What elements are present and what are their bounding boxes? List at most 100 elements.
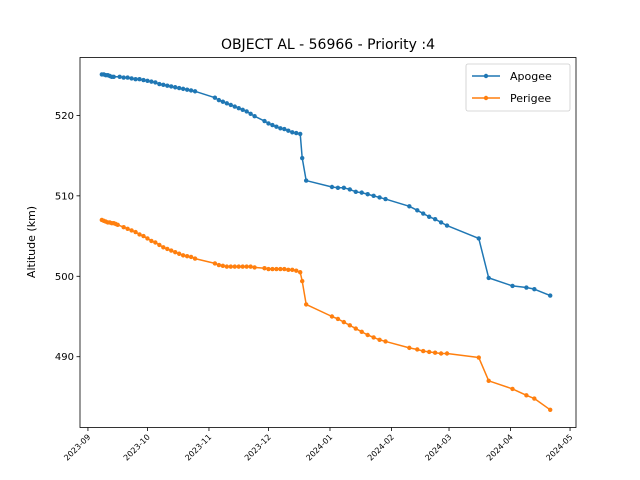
perigee-point — [184, 253, 190, 259]
apogee-point — [329, 184, 335, 190]
apogee-point — [476, 236, 481, 241]
apogee-point — [548, 293, 553, 298]
apogee-point — [244, 109, 249, 114]
perigee-point — [240, 264, 245, 269]
series-perigee — [99, 217, 553, 412]
apogee-point — [347, 187, 353, 192]
legend-marker-perigee — [483, 95, 489, 101]
apogee-point — [228, 102, 233, 108]
apogee-point — [407, 204, 412, 209]
apogee-point — [236, 105, 241, 111]
apogee-point — [303, 178, 309, 183]
perigee-point — [359, 329, 364, 334]
legend-label-perigee: Perigee — [510, 92, 551, 105]
apogee-point — [426, 214, 432, 219]
perigee-point — [426, 349, 432, 355]
perigee-point — [266, 266, 271, 272]
apogee-point — [353, 189, 358, 195]
apogee-point — [240, 107, 245, 112]
perigee-point — [177, 251, 182, 256]
apogee-point — [141, 77, 146, 83]
apogee-point — [149, 79, 154, 84]
apogee-point — [145, 78, 150, 84]
apogee-point — [510, 283, 515, 289]
apogee-point — [177, 85, 182, 91]
y-tick-label: 520 — [55, 111, 74, 122]
apogee-point — [286, 128, 291, 133]
perigee-point — [286, 267, 291, 273]
perigee-point — [335, 316, 341, 322]
plot-frame — [79, 57, 577, 428]
perigee-point — [329, 314, 335, 319]
legend: Apogee Perigee — [465, 63, 571, 112]
apogee-point — [192, 89, 198, 94]
apogee-point — [224, 101, 230, 106]
perigee-point — [125, 226, 130, 232]
apogee-point — [157, 81, 162, 87]
apogee-point — [270, 122, 275, 128]
perigee-point — [248, 264, 253, 269]
perigee-point — [149, 238, 154, 244]
perigee-point — [129, 228, 134, 233]
perigee-point — [115, 222, 120, 227]
perigee-point — [548, 407, 553, 412]
perigee-point — [407, 345, 412, 351]
apogee-point — [266, 121, 271, 126]
apogee-point — [252, 114, 257, 119]
perigee-point — [216, 262, 222, 268]
apogee-point — [282, 126, 287, 132]
perigee-point — [486, 378, 491, 384]
perigee-point — [121, 225, 126, 230]
perigee-point — [236, 264, 241, 269]
apogee-point — [365, 192, 370, 197]
perigee-point — [262, 266, 267, 271]
perigee-point — [300, 278, 305, 284]
apogee-point — [438, 220, 444, 225]
perigee-point — [294, 268, 299, 273]
apogee-point — [294, 130, 299, 136]
apogee-point — [169, 84, 174, 89]
perigee-point — [341, 319, 347, 325]
perigee-point — [220, 263, 226, 269]
apogee-point — [341, 185, 347, 190]
perigee-point — [212, 261, 218, 266]
apogee-point — [165, 83, 170, 88]
perigee-point — [383, 339, 388, 344]
apogee-point — [524, 285, 529, 290]
perigee-point — [524, 393, 529, 398]
perigee-point — [421, 348, 426, 354]
perigee-point — [444, 351, 450, 356]
y-axis: 490 500 510 520 — [55, 111, 80, 363]
apogee-point — [335, 185, 341, 190]
apogee-point — [117, 74, 122, 80]
apogee-point — [248, 111, 253, 117]
series-apogee — [99, 72, 553, 298]
perigee-point — [165, 246, 170, 252]
perigee-point — [303, 302, 309, 307]
apogee-point — [486, 275, 491, 281]
perigee-point — [476, 355, 481, 360]
apogee-point — [383, 196, 388, 202]
perigee-point — [278, 266, 283, 272]
apogee-point — [173, 85, 178, 90]
perigee-point — [282, 266, 287, 272]
perigee-point — [432, 350, 438, 355]
perigee-point — [192, 256, 198, 261]
perigee-point — [270, 266, 275, 272]
perigee-point — [228, 264, 233, 269]
apogee-point — [232, 104, 237, 109]
apogee-point — [290, 130, 295, 135]
apogee-point — [300, 155, 305, 161]
apogee-point — [359, 190, 364, 195]
perigee-point — [232, 264, 237, 269]
y-tick-label: 510 — [55, 191, 74, 202]
perigee-point — [157, 242, 162, 248]
apogee-point — [137, 77, 142, 82]
plot-area — [99, 72, 553, 412]
apogee-point — [161, 82, 166, 88]
perigee-point — [188, 254, 194, 260]
apogee-point — [432, 216, 438, 222]
perigee-point — [532, 396, 537, 401]
apogee-point — [444, 223, 450, 228]
perigee-point — [377, 337, 382, 343]
